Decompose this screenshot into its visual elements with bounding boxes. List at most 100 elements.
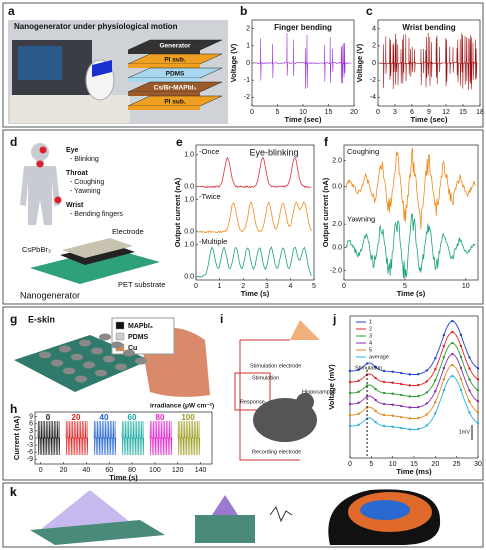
site-name: Throat (66, 170, 88, 177)
subplot-name: -Once (199, 147, 219, 156)
marker (382, 402, 386, 406)
marker (434, 357, 437, 360)
panel-label: c (366, 4, 373, 18)
x-axis-label: Time (sec) (285, 115, 322, 124)
marker (400, 382, 403, 386)
marker (425, 391, 428, 394)
marker (382, 424, 386, 428)
x-tick-label: 5 (312, 283, 316, 290)
marker (442, 366, 446, 370)
marker (451, 363, 454, 367)
marker (476, 422, 480, 425)
legend-label: PDMS (128, 334, 149, 341)
plot-title: Eye-blinking (249, 147, 298, 157)
marker (442, 333, 446, 337)
site-name: Eye (66, 147, 79, 154)
x-tick-label: 0 (376, 109, 380, 116)
torso (20, 166, 60, 225)
signal-trace (350, 364, 479, 419)
legend-label: 3 (369, 333, 372, 339)
marker (442, 344, 446, 348)
marker (391, 425, 394, 428)
legend-label: 4 (369, 340, 372, 346)
legend-label: 5 (369, 347, 372, 353)
marker (365, 384, 369, 387)
signal-trace (345, 213, 476, 279)
legend-label: 2 (369, 326, 372, 332)
frame (2, 306, 484, 481)
pad (111, 341, 123, 349)
frame (2, 482, 484, 548)
x-tick-label: 6 (410, 109, 414, 116)
signal-trace (121, 420, 144, 456)
marker (417, 394, 420, 398)
panel-label: j (332, 312, 336, 326)
marker (382, 413, 386, 417)
mouse-head (296, 393, 314, 411)
marker (468, 411, 471, 414)
frame (2, 2, 484, 128)
marker (451, 319, 454, 323)
x-axis-label: Time (s) (109, 473, 138, 482)
pad (51, 359, 63, 367)
subplot-name: -Multiple (199, 237, 227, 246)
signal-trace (345, 147, 476, 230)
legend-label: Cu (128, 345, 137, 352)
marker (468, 356, 471, 359)
pad (95, 369, 107, 377)
legend-label: MAPbI₃ (128, 323, 153, 330)
subplot-name: Coughing (347, 147, 379, 156)
signal-trace (379, 32, 478, 91)
pad (115, 363, 127, 371)
x-tick-label: 3 (265, 283, 269, 290)
marker (434, 401, 437, 404)
x-tick-label: 0 (39, 467, 43, 474)
y-tick-label: -6 (27, 449, 33, 456)
signal-trace (177, 420, 200, 456)
marker (408, 373, 411, 376)
x-tick-label: 10 (389, 461, 397, 468)
marker (459, 377, 463, 381)
layer (128, 50, 200, 54)
x-tick-label: 0 (194, 283, 198, 290)
marker (348, 402, 352, 406)
panel-label: i (220, 312, 223, 326)
part-label: PET substrate (118, 280, 165, 289)
marker (425, 402, 428, 405)
marker (417, 416, 420, 420)
group-label: 20 (72, 413, 81, 422)
site-item: - Bending fingers (70, 211, 123, 218)
light-cone (40, 490, 140, 530)
signal-trace (350, 331, 479, 386)
desk (10, 95, 130, 123)
signal-trace (253, 32, 352, 90)
y-tick-label: 0 (29, 435, 33, 442)
panel-label: k (10, 485, 17, 499)
photo-title: Nanogenerator under physiological motion (14, 22, 178, 31)
pad (63, 367, 75, 375)
y-tick-label: -9 (27, 456, 33, 463)
x-tick-label: 18 (476, 109, 484, 116)
marker (391, 381, 394, 384)
x-tick-label: 3 (393, 109, 397, 116)
x-tick-label: 10 (462, 283, 470, 290)
pad (135, 357, 147, 365)
x-tick-label: 80 (128, 467, 136, 474)
x-tick-label: 5 (369, 461, 373, 468)
plot-title: Wrist bending (402, 23, 455, 32)
sensor (30, 520, 165, 545)
legend-label: average (369, 354, 389, 360)
x-tick-label: 10 (299, 109, 307, 116)
layer (128, 64, 200, 68)
panel-label: f (324, 135, 329, 149)
marker (468, 400, 471, 403)
label: Response (240, 399, 265, 405)
y-tick-label: 0.0 (184, 274, 194, 281)
y-tick-label: 0 (372, 60, 376, 67)
marker (348, 424, 352, 428)
marker (357, 390, 360, 394)
panel-label: b (240, 4, 247, 18)
x-tick-label: 0 (348, 461, 352, 468)
y-tick-label: -2.0 (330, 268, 342, 275)
marker (365, 395, 369, 398)
